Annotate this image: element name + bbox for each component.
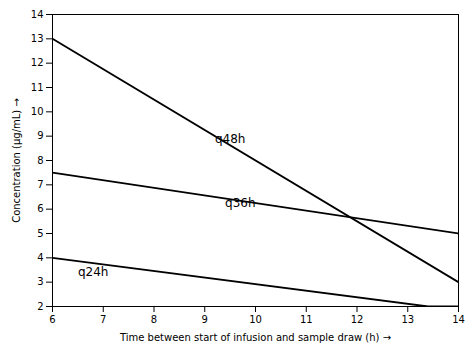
svg-text:4: 4 (37, 252, 43, 263)
svg-text:7: 7 (100, 314, 106, 325)
svg-text:12: 12 (351, 314, 364, 325)
svg-text:6: 6 (49, 314, 55, 325)
svg-text:8: 8 (37, 155, 43, 166)
svg-text:10: 10 (249, 314, 262, 325)
svg-text:14: 14 (31, 9, 44, 20)
svg-text:5: 5 (37, 228, 43, 239)
svg-text:Concentration (μg/mL) →: Concentration (μg/mL) → (11, 98, 22, 223)
svg-text:10: 10 (31, 106, 44, 117)
svg-text:14: 14 (452, 314, 465, 325)
svg-text:9: 9 (202, 314, 208, 325)
svg-text:2: 2 (37, 301, 43, 312)
svg-text:q24h: q24h (78, 265, 109, 279)
svg-text:7: 7 (37, 179, 43, 190)
svg-text:q48h: q48h (215, 132, 246, 146)
svg-text:6: 6 (37, 203, 43, 214)
svg-text:11: 11 (31, 82, 44, 93)
svg-text:11: 11 (300, 314, 313, 325)
svg-text:q36h: q36h (225, 196, 256, 210)
svg-text:13: 13 (31, 33, 44, 44)
svg-text:3: 3 (37, 276, 43, 287)
svg-text:12: 12 (31, 57, 44, 68)
svg-text:13: 13 (401, 314, 414, 325)
svg-text:8: 8 (151, 314, 157, 325)
svg-text:Time between start of infusion: Time between start of infusion and sampl… (119, 332, 391, 343)
svg-text:9: 9 (37, 130, 43, 141)
